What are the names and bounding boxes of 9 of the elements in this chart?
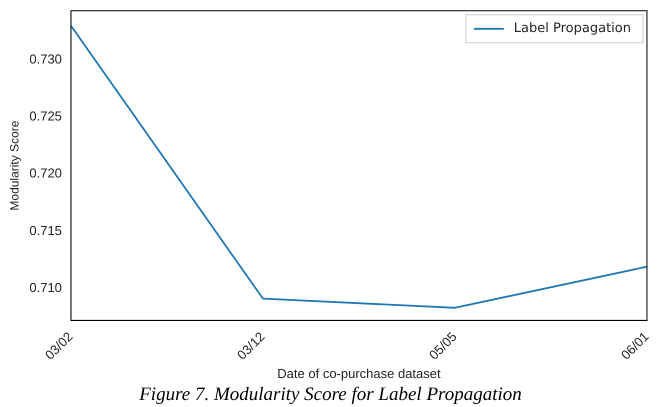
- y-tick-label: 0.710: [29, 280, 62, 295]
- y-tick-label: 0.730: [29, 51, 62, 66]
- legend-label: Label Propagation: [514, 21, 631, 36]
- y-tick-label: 0.725: [29, 108, 62, 124]
- x-axis-title: Date of co-purchase dataset: [277, 366, 441, 381]
- y-tick-label: 0.720: [29, 166, 62, 181]
- y-tick-label: 0.715: [29, 222, 62, 238]
- caption: Figure 7. Modularity Score for Label Propagation: [138, 384, 523, 406]
- y-axis-title: Modularity Score: [8, 120, 22, 211]
